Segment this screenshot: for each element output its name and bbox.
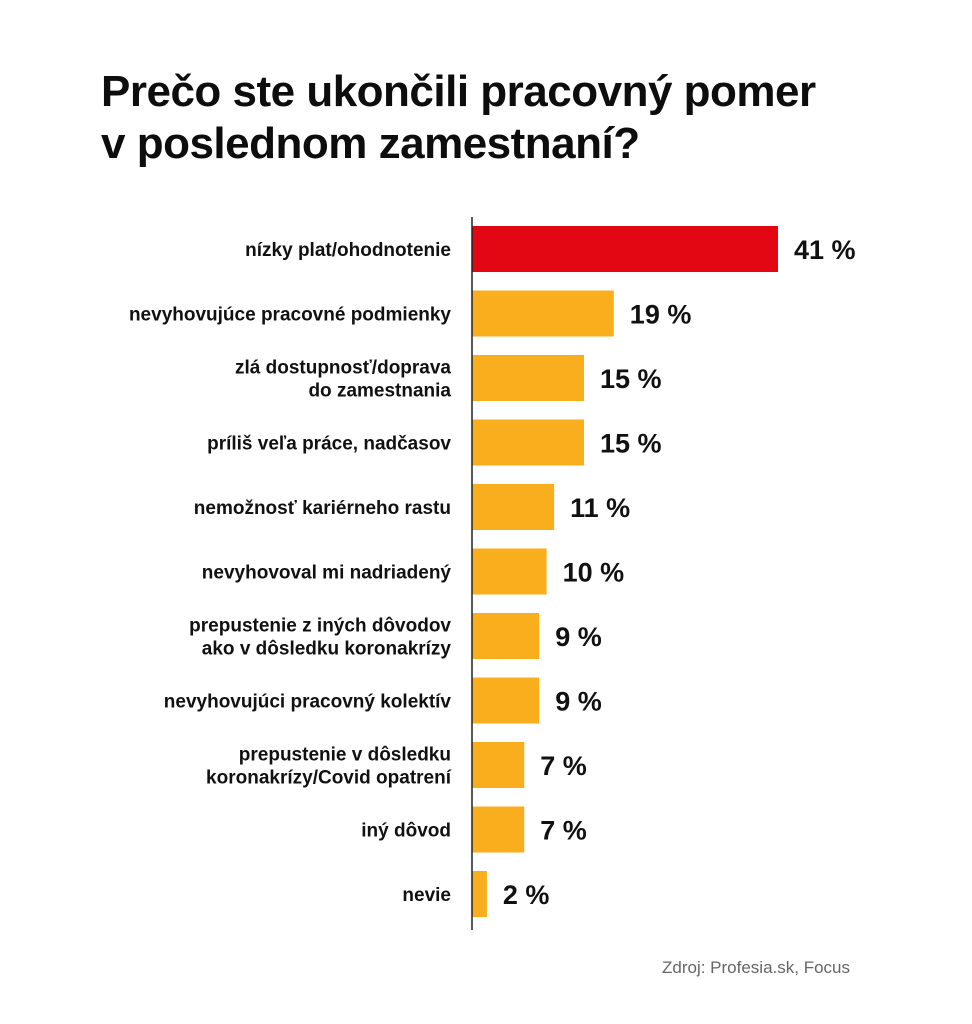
value-label-6: 10 % bbox=[563, 558, 625, 588]
chart-title: Prečo ste ukončili pracovný pomer v posl… bbox=[101, 66, 921, 170]
category-label-11: nevie bbox=[402, 885, 451, 906]
bar-4 bbox=[472, 419, 584, 466]
category-label-2: nevyhovujúce pracovné podmienky bbox=[129, 305, 451, 326]
bar-2 bbox=[472, 290, 614, 337]
category-label-3: zlá dostupnosť/doprava do zamestnania bbox=[235, 358, 451, 402]
category-label-8: nevyhovujúci pracovný kolektív bbox=[164, 692, 452, 713]
bar-10 bbox=[472, 806, 525, 853]
bar-9 bbox=[472, 742, 525, 788]
source-note: Zdroj: Profesia.sk, Focus bbox=[661, 958, 850, 977]
chart-title-line-1: Prečo ste ukončili pracovný pomer bbox=[101, 67, 816, 116]
category-label-4: príliš veľa práce, nadčasov bbox=[207, 434, 451, 455]
bar-1 bbox=[472, 226, 778, 272]
category-label-6: nevyhovoval mi nadriadený bbox=[202, 563, 452, 584]
bar-7 bbox=[472, 613, 540, 659]
bar-6 bbox=[472, 548, 547, 595]
bar-8 bbox=[472, 677, 540, 724]
bar-5 bbox=[472, 484, 555, 530]
category-label-5: nemožnosť kariérneho rastu bbox=[194, 498, 451, 519]
value-label-2: 19 % bbox=[630, 300, 692, 330]
category-label-10: iný dôvod bbox=[361, 821, 451, 842]
value-label-7: 9 % bbox=[555, 622, 602, 652]
value-label-10: 7 % bbox=[540, 816, 587, 846]
value-label-1: 41 % bbox=[794, 235, 856, 265]
value-label-4: 15 % bbox=[600, 429, 662, 459]
category-label-7: prepustenie z iných dôvodov ako v dôsledk… bbox=[189, 616, 451, 660]
bar-3 bbox=[472, 355, 584, 401]
bar-11 bbox=[472, 871, 487, 917]
chart-title-line-2: v poslednom zamestnaní? bbox=[101, 119, 640, 168]
category-label-1: nízky plat/ohodnotenie bbox=[245, 240, 451, 261]
value-label-5: 11 % bbox=[570, 493, 630, 523]
value-label-9: 7 % bbox=[540, 751, 587, 781]
category-label-9: prepustenie v dôsledku koronakrízy/Covid … bbox=[206, 745, 452, 789]
value-label-11: 2 % bbox=[503, 880, 550, 910]
value-label-3: 15 % bbox=[600, 364, 662, 394]
value-label-8: 9 % bbox=[555, 687, 602, 717]
